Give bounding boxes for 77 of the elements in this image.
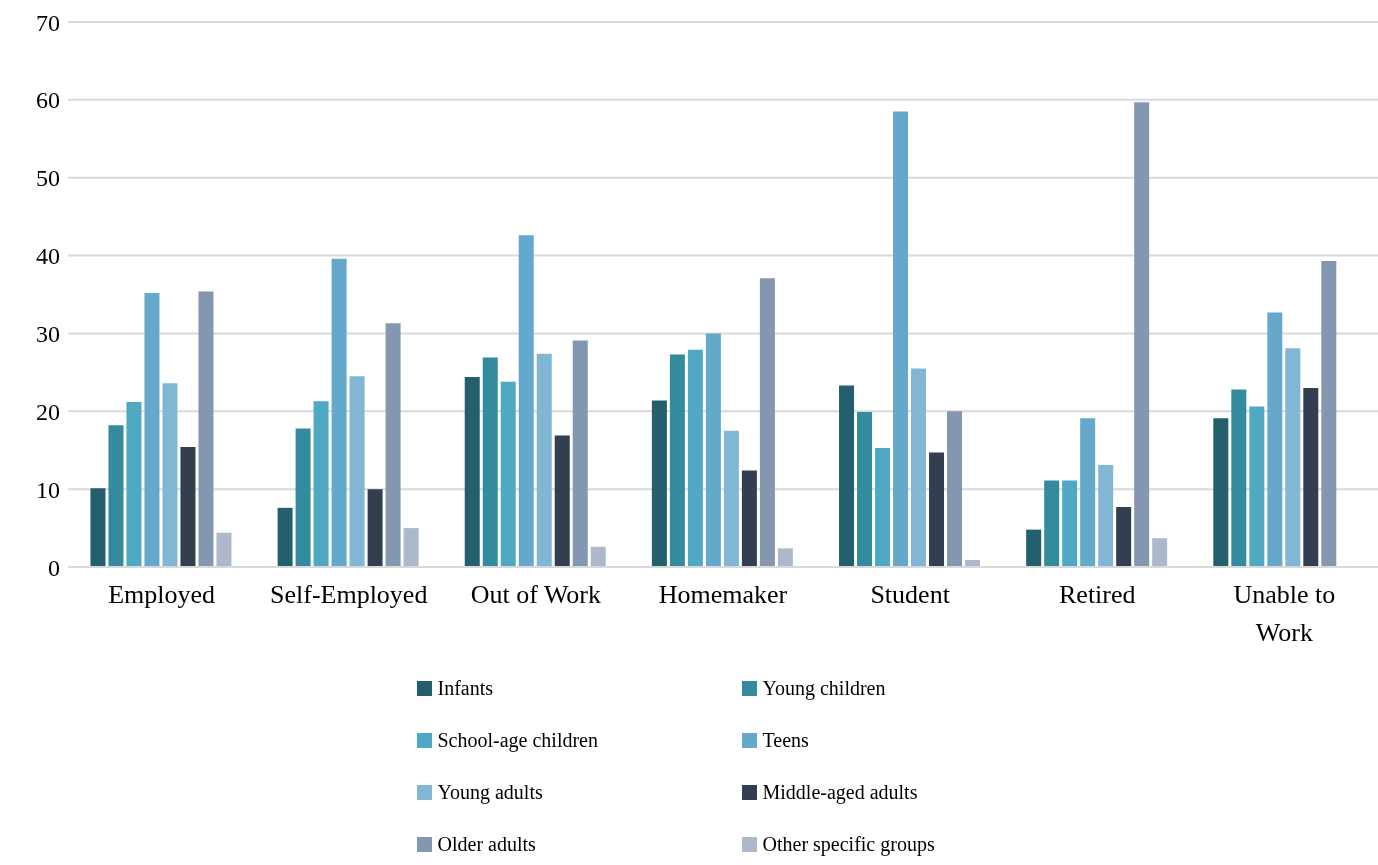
- bar: [759, 278, 775, 567]
- bar: [777, 548, 793, 567]
- bar: [1116, 507, 1132, 567]
- x-tick-label: Unable to Work: [1233, 580, 1336, 647]
- bar: [1134, 102, 1150, 567]
- bar: [947, 411, 963, 567]
- bar: [144, 292, 160, 567]
- bar: [1098, 465, 1114, 567]
- bar: [1321, 261, 1337, 567]
- bar: [1285, 348, 1301, 567]
- bar: [180, 447, 196, 567]
- bar: [500, 381, 516, 567]
- bar: [893, 111, 909, 567]
- bar: [313, 401, 329, 567]
- bar: [839, 385, 855, 567]
- bar: [1213, 418, 1229, 567]
- bar: [108, 425, 124, 567]
- legend-label: Teens: [762, 729, 809, 751]
- bar: [1267, 312, 1283, 567]
- bar: [367, 489, 383, 567]
- y-tick-label: 60: [36, 87, 60, 114]
- y-tick-label: 0: [48, 554, 60, 581]
- bar: [687, 349, 703, 567]
- x-tick-label: Self-Employed: [270, 580, 428, 609]
- bar: [518, 235, 534, 567]
- bar: [590, 546, 606, 567]
- bar: [295, 428, 311, 567]
- x-tick-label: Student: [870, 580, 951, 609]
- bar: [651, 400, 667, 567]
- bar: [162, 383, 178, 567]
- bar: [1231, 389, 1247, 567]
- bar: [741, 470, 757, 567]
- bar: [349, 376, 365, 567]
- bar: [929, 452, 945, 567]
- bar: [403, 528, 419, 567]
- bar: [875, 447, 891, 567]
- bar: [1044, 480, 1060, 567]
- y-tick-label: 30: [36, 320, 60, 347]
- bar: [90, 488, 106, 567]
- x-tick-label: Homemaker: [658, 580, 788, 609]
- legend-label: Infants: [437, 677, 494, 699]
- y-tick-label: 70: [36, 9, 60, 36]
- y-tick-label: 40: [36, 243, 60, 270]
- bar: [1152, 538, 1168, 567]
- legend-label: Other specific groups: [762, 833, 935, 855]
- legend-label: Middle-aged adults: [762, 781, 918, 803]
- bar: [723, 430, 739, 567]
- bar: [1062, 480, 1078, 567]
- y-tick-label: 50: [36, 165, 60, 192]
- bar: [554, 435, 570, 567]
- legend-label: School-age children: [437, 729, 598, 751]
- bar: [482, 357, 498, 567]
- bar: [536, 353, 552, 567]
- y-tick-label: 10: [36, 476, 60, 503]
- legend-label: Young children: [762, 677, 886, 699]
- bar: [857, 412, 873, 567]
- bar: [464, 377, 480, 567]
- x-tick-label: Retired: [1059, 580, 1136, 609]
- bar: [669, 354, 685, 567]
- bar: [572, 340, 588, 567]
- bar: [1249, 406, 1265, 567]
- bar: [216, 532, 232, 567]
- bar: [1080, 418, 1096, 567]
- bar: [911, 368, 927, 567]
- legend-label: Older adults: [437, 833, 536, 855]
- bar: [331, 258, 347, 567]
- bar: [198, 291, 214, 567]
- y-tick-label: 20: [36, 398, 60, 425]
- x-tick-label: Employed: [108, 580, 216, 609]
- bar: [385, 323, 401, 567]
- bar: [277, 507, 293, 567]
- bar: [1026, 529, 1042, 567]
- bar: [1303, 387, 1319, 567]
- bar: [126, 401, 142, 567]
- x-tick-label: Out of Work: [470, 580, 602, 609]
- bar: [705, 333, 721, 567]
- legend-label: Young adults: [437, 781, 543, 803]
